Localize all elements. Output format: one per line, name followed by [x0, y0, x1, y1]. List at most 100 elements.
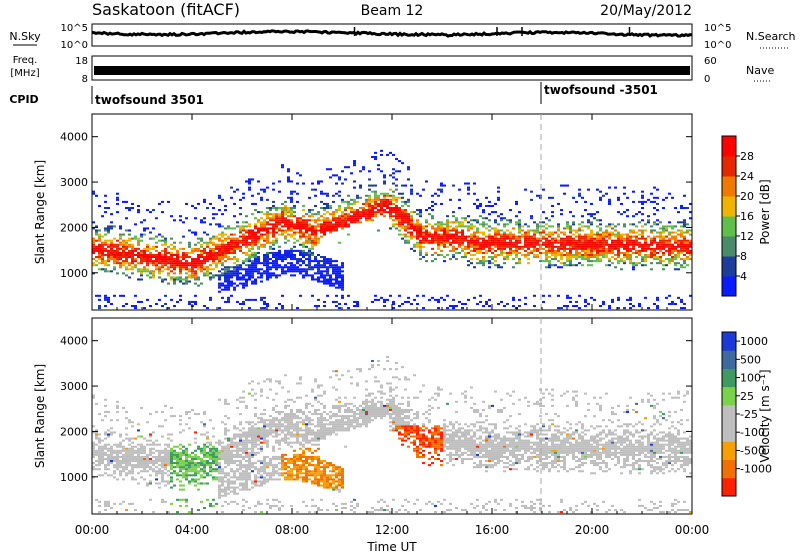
- echo-cell: [653, 186, 656, 189]
- echo-cell: [119, 455, 122, 458]
- echo-cell: [536, 243, 539, 246]
- echo-cell: [560, 247, 563, 250]
- echo-cell: [560, 243, 563, 246]
- echo-cell: [110, 270, 113, 273]
- echo-cell: [281, 464, 284, 467]
- echo-cell: [263, 219, 266, 222]
- echo-cell: [269, 274, 272, 277]
- echo-cell: [536, 194, 539, 197]
- echo-cell: [347, 294, 350, 297]
- echo-cell: [344, 213, 347, 216]
- echo-cell: [326, 211, 329, 214]
- echo-cell: [98, 229, 101, 232]
- echo-cell: [269, 245, 272, 248]
- echo-cell: [182, 488, 185, 491]
- echo-cell: [446, 307, 449, 310]
- echo-cell: [215, 251, 218, 254]
- echo-cell: [254, 433, 257, 436]
- echo-cell: [485, 249, 488, 252]
- echo-cell: [353, 221, 356, 224]
- echo-cell: [260, 427, 263, 430]
- echo-cell: [233, 245, 236, 248]
- echo-cell: [218, 247, 221, 250]
- echo-cell: [212, 504, 215, 507]
- echo-cell: [329, 168, 332, 171]
- echo-cell: [302, 223, 305, 226]
- echo-cell: [170, 256, 173, 259]
- echo-cell: [176, 251, 179, 254]
- echo-cell: [107, 260, 110, 263]
- echo-cell: [137, 423, 140, 426]
- echo-cell: [173, 415, 176, 418]
- echo-cell: [278, 500, 281, 503]
- echo-cell: [143, 260, 146, 263]
- echo-cell: [395, 211, 398, 214]
- echo-cell: [134, 307, 137, 310]
- echo-cell: [614, 247, 617, 250]
- echo-cell: [239, 449, 242, 452]
- echo-cell: [275, 417, 278, 420]
- echo-cell: [626, 249, 629, 252]
- echo-cell: [266, 198, 269, 201]
- echo-cell: [245, 449, 248, 452]
- echo-cell: [200, 449, 203, 452]
- echo-cell: [242, 221, 245, 224]
- echo-cell: [626, 298, 629, 301]
- echo-cell: [101, 455, 104, 458]
- echo-cell: [218, 468, 221, 471]
- echo-cell: [224, 486, 227, 489]
- echo-cell: [230, 457, 233, 461]
- echo-cell: [551, 253, 554, 257]
- echo-cell: [353, 211, 356, 214]
- echo-cell: [284, 400, 287, 403]
- echo-cell: [578, 307, 581, 310]
- echo-cell: [119, 253, 122, 257]
- echo-cell: [209, 241, 212, 244]
- echo-cell: [212, 498, 215, 501]
- echo-cell: [416, 302, 419, 306]
- echo-cell: [266, 474, 269, 477]
- echo-cell: [206, 241, 209, 244]
- echo-cell: [161, 266, 164, 269]
- echo-cell: [248, 474, 251, 477]
- echo-cell: [203, 274, 206, 277]
- echo-cell: [287, 270, 290, 273]
- echo-cell: [233, 480, 236, 483]
- echo-cell: [182, 258, 185, 261]
- echo-cell: [383, 204, 386, 208]
- echo-cell: [395, 170, 398, 173]
- echo-cell: [287, 472, 290, 475]
- echo-cell: [158, 266, 161, 269]
- echo-cell: [95, 260, 98, 263]
- echo-cell: [218, 260, 221, 263]
- echo-cell: [275, 404, 278, 407]
- echo-cell: [602, 237, 605, 240]
- echo-cell: [248, 433, 251, 436]
- echo-cell: [239, 198, 242, 201]
- echo-cell: [98, 441, 101, 444]
- echo-cell: [335, 260, 338, 263]
- echo-cell: [224, 249, 227, 252]
- echo-cell: [122, 478, 125, 481]
- echo-cell: [449, 229, 452, 232]
- echo-cell: [191, 251, 194, 254]
- echo-cell: [113, 470, 116, 473]
- echo-cell: [539, 251, 542, 254]
- echo-cell: [266, 305, 269, 308]
- echo-cell: [584, 249, 587, 252]
- echo-cell: [113, 431, 116, 434]
- echo-cell: [392, 209, 395, 212]
- echo-cell: [290, 221, 293, 224]
- echo-cell: [182, 476, 185, 479]
- echo-cell: [221, 447, 224, 450]
- echo-cell: [656, 258, 659, 261]
- echo-cell: [251, 298, 254, 301]
- echo-cell: [206, 258, 209, 261]
- echo-cell: [113, 472, 116, 475]
- echo-cell: [152, 460, 155, 463]
- echo-cell: [680, 243, 683, 246]
- echo-cell: [131, 476, 134, 479]
- echo-cell: [221, 494, 224, 497]
- echo-cell: [284, 221, 287, 224]
- echo-cell: [503, 243, 506, 246]
